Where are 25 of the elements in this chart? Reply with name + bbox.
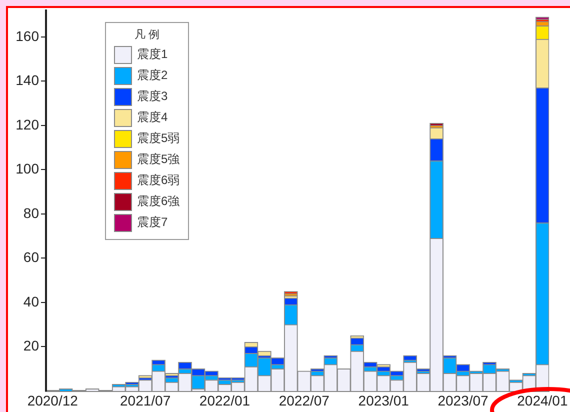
x-tick-label: 2020/12 <box>27 392 78 408</box>
legend-label: 震度2 <box>137 67 168 84</box>
y-tick-label: 100 <box>16 160 40 177</box>
legend-label: 震度6強 <box>137 193 180 210</box>
x-tick-label: 2024/01 <box>517 392 568 408</box>
x-tick-label: 2021/07 <box>120 392 171 408</box>
y-tick-label: 140 <box>16 72 40 88</box>
legend-label: 震度5強 <box>137 151 180 168</box>
legend-label: 震度3 <box>137 88 168 105</box>
x-tick-label: 2023/07 <box>438 392 489 408</box>
legend-label: 震度5弱 <box>137 130 180 147</box>
legend-title: 凡 例 <box>133 28 160 42</box>
y-tick-label: 60 <box>23 249 40 266</box>
y-tick-label: 20 <box>23 338 40 354</box>
x-tick-label: 2023/01 <box>358 392 410 408</box>
legend-label: 震度6弱 <box>137 172 180 189</box>
y-tick-label: 160 <box>16 28 40 44</box>
legend-label: 震度1 <box>137 46 168 63</box>
y-tick-label: 120 <box>16 116 40 132</box>
y-tick-label: 80 <box>23 204 40 221</box>
x-tick-label: 2022/07 <box>278 392 330 408</box>
y-tick-label: 40 <box>23 293 40 310</box>
legend-label: 震度4 <box>137 109 168 126</box>
x-tick-label: 2022/01 <box>199 392 250 408</box>
legend-label: 震度7 <box>137 214 168 231</box>
